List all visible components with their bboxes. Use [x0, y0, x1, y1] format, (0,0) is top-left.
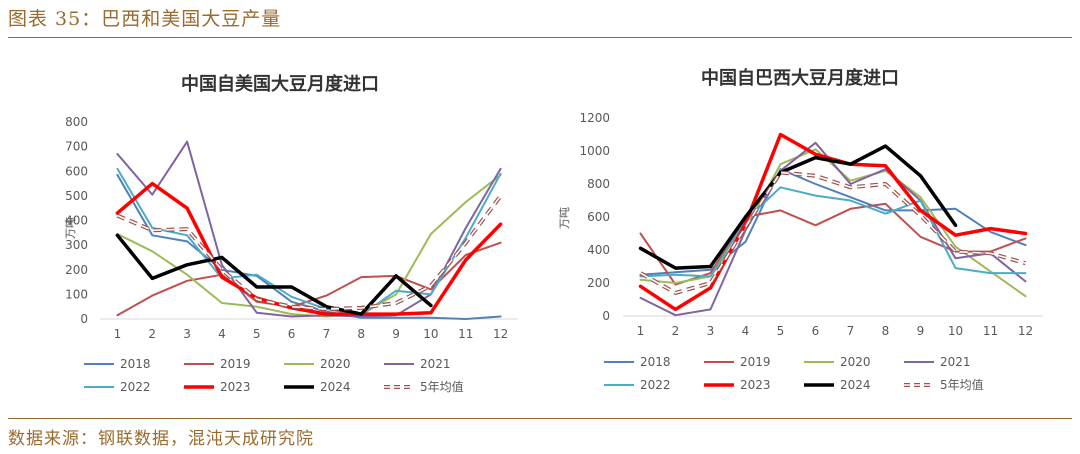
x-tick-label: 8: [882, 324, 890, 338]
x-tick-label: 6: [812, 324, 820, 338]
legend-label: 2022: [120, 380, 151, 394]
x-tick-label: 2: [148, 327, 156, 341]
legend-label: 2019: [220, 357, 251, 371]
legend-label: 2019: [740, 355, 771, 369]
y-axis-label: 万吨: [558, 207, 571, 229]
x-tick-label: 2: [672, 324, 680, 338]
series-line-2021: [116, 140, 502, 318]
y-tick-label: 0: [80, 312, 88, 326]
x-tick-label: 9: [917, 324, 925, 338]
y-tick-label: 200: [587, 276, 610, 290]
figure-title: 图表 35：巴西和美国大豆产量: [8, 8, 282, 30]
x-tick-label: 4: [742, 324, 750, 338]
y-tick-label: 1000: [579, 144, 610, 158]
x-tick-label: 12: [1018, 324, 1033, 338]
y-tick-label: 400: [65, 214, 88, 228]
y-tick-label: 500: [65, 189, 88, 203]
y-tick-label: 300: [65, 238, 88, 252]
chart-title: 中国自巴西大豆月度进口: [701, 67, 899, 89]
legend-label: 2020: [320, 357, 351, 371]
x-tick-label: 1: [637, 324, 645, 338]
top-rule: [8, 37, 1072, 38]
x-tick-label: 11: [458, 327, 473, 341]
legend-label: 5年均值: [940, 377, 984, 392]
source-note: 数据来源：钢联数据，混沌天成研究院: [8, 429, 314, 449]
chart-title: 中国自美国大豆月度进口: [181, 73, 379, 95]
x-tick-label: 7: [323, 327, 331, 341]
x-tick-label: 10: [948, 324, 963, 338]
series-line-2019: [116, 241, 502, 317]
legend-label: 2021: [420, 357, 451, 371]
x-tick-label: 12: [493, 327, 508, 341]
x-tick-label: 5: [777, 324, 785, 338]
legend-label: 2018: [640, 355, 671, 369]
legend-label: 2022: [640, 378, 671, 392]
y-tick-label: 0: [602, 309, 610, 323]
x-tick-label: 7: [847, 324, 855, 338]
series-line-2024: [638, 144, 958, 270]
x-tick-label: 6: [288, 327, 296, 341]
legend-label: 2023: [740, 378, 771, 392]
x-tick-label: 10: [423, 327, 438, 341]
y-axis-label: 万吨: [64, 217, 77, 239]
series-line-avg-inner: [640, 171, 1026, 294]
y-tick-label: 600: [587, 210, 610, 224]
legend-label: 2024: [840, 378, 871, 392]
x-tick-label: 9: [392, 327, 400, 341]
y-tick-label: 800: [587, 177, 610, 191]
legend-label: 2020: [840, 355, 871, 369]
x-tick-label: 8: [357, 327, 365, 341]
y-tick-label: 400: [587, 243, 610, 257]
y-tick-label: 200: [65, 263, 88, 277]
bottom-rule: [8, 418, 1072, 419]
legend-label: 5年均值: [420, 379, 464, 394]
series-line-2022: [639, 186, 1027, 278]
x-tick-label: 5: [253, 327, 261, 341]
series-line-2018: [639, 168, 1027, 276]
x-tick-label: 4: [218, 327, 226, 341]
series-line-avg-inner: [117, 195, 502, 310]
series-line-2020: [639, 148, 1027, 298]
legend-label: 2018: [120, 357, 151, 371]
x-tick-label: 3: [707, 324, 715, 338]
y-tick-label: 1200: [579, 111, 610, 125]
series-line-2023: [115, 181, 503, 316]
x-tick-label: 11: [983, 324, 998, 338]
series-line-2024: [115, 233, 433, 316]
series-line-2022: [116, 167, 502, 317]
x-tick-label: 3: [183, 327, 191, 341]
x-tick-label: 1: [114, 327, 122, 341]
y-tick-label: 600: [65, 164, 88, 178]
legend-label: 2024: [320, 380, 351, 394]
y-tick-label: 100: [65, 287, 88, 301]
y-tick-label: 800: [65, 115, 88, 129]
legend-label: 2023: [220, 380, 251, 394]
y-tick-label: 700: [65, 140, 88, 154]
series-line-2021: [639, 141, 1027, 317]
legend-label: 2021: [940, 355, 971, 369]
